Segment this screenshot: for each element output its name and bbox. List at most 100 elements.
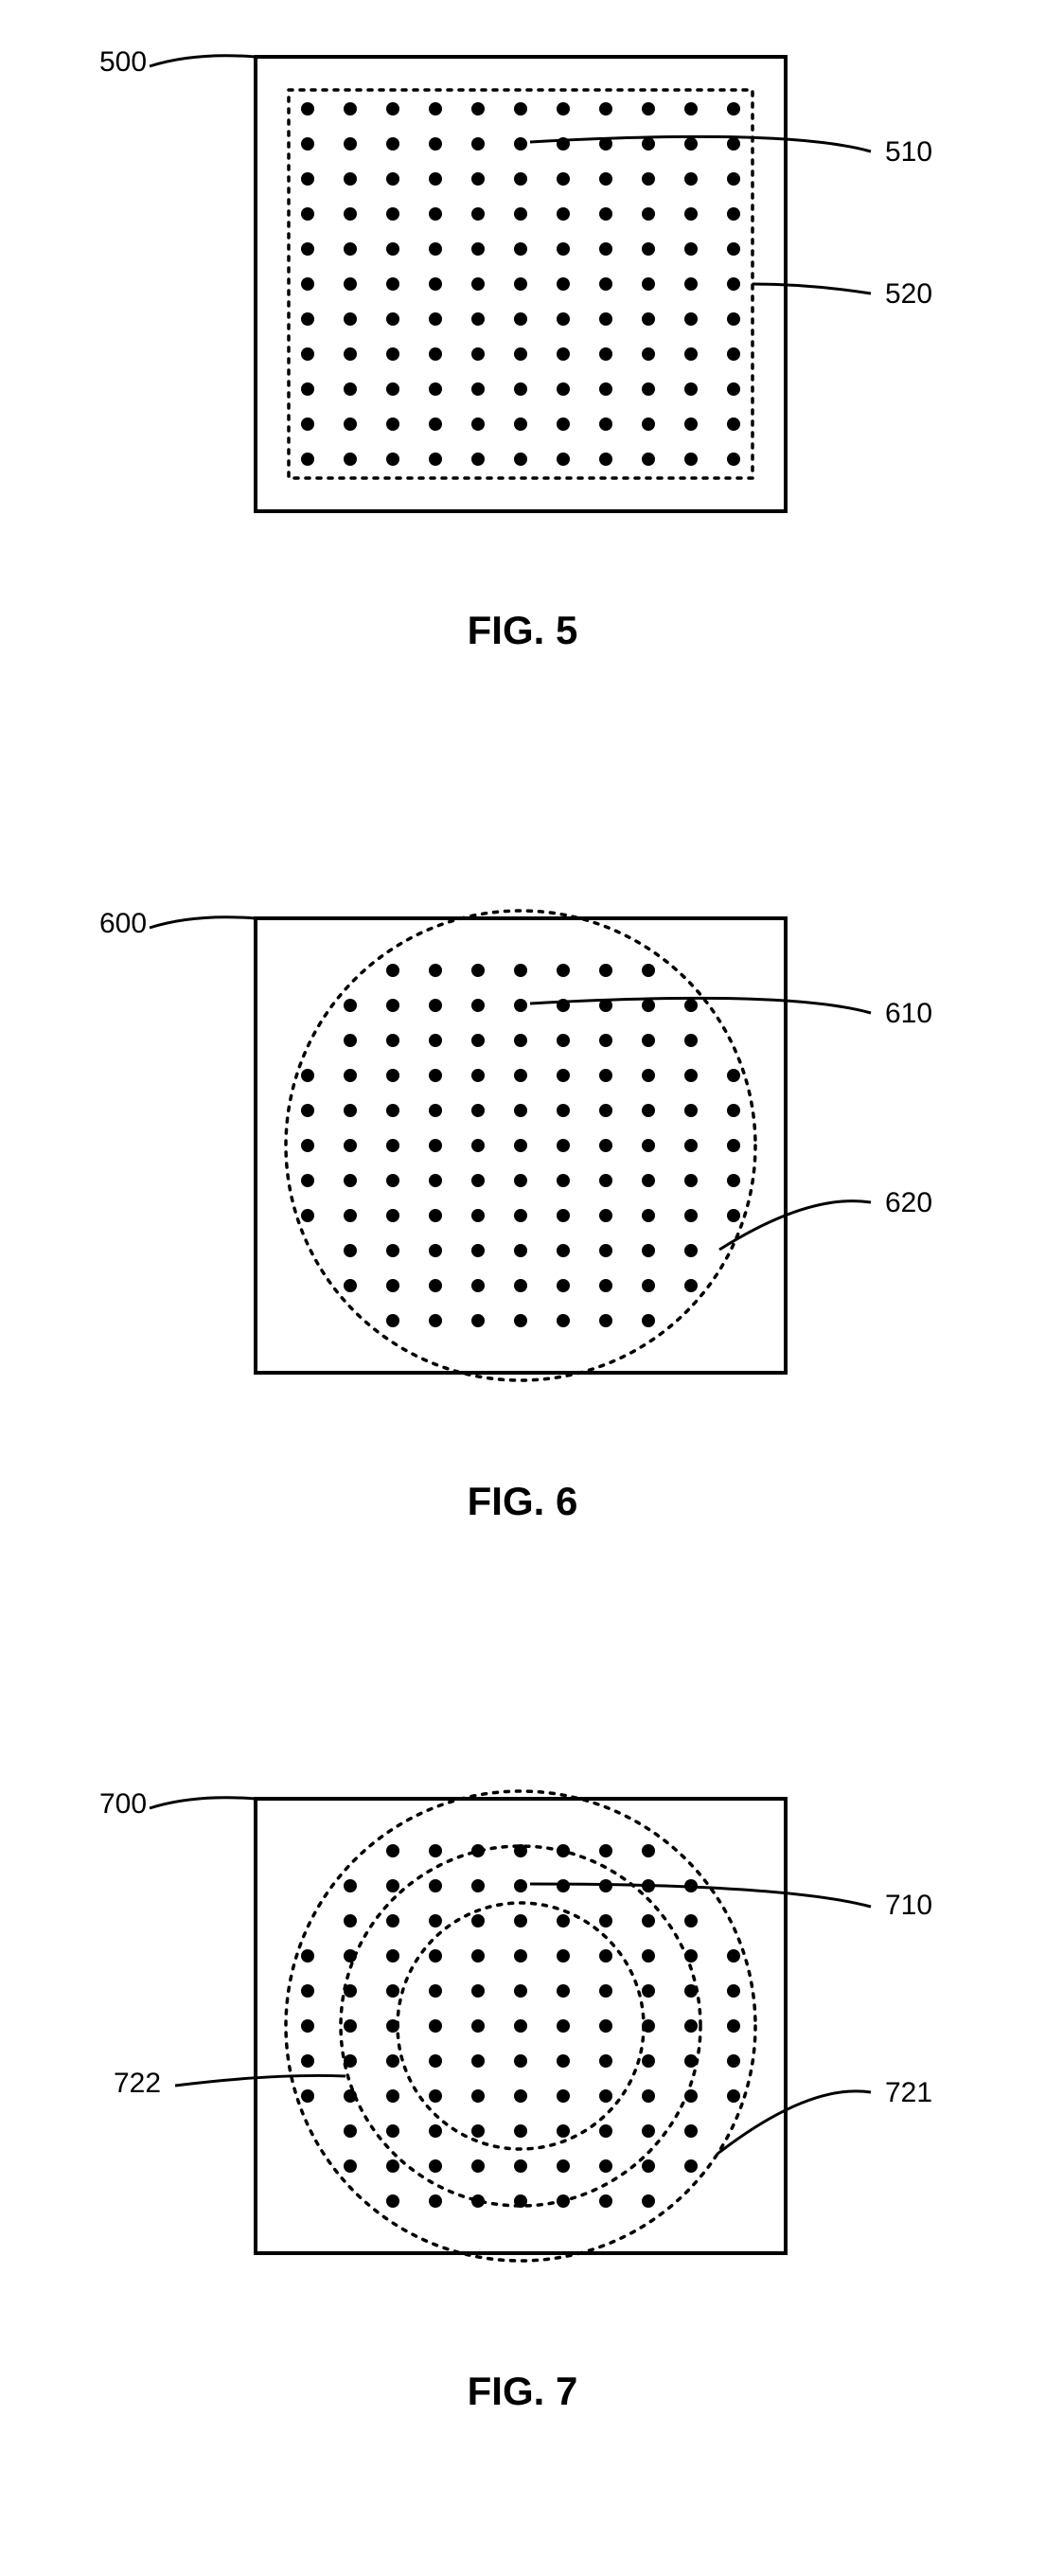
dot [642, 102, 655, 115]
dot [429, 1244, 442, 1257]
dot [429, 1314, 442, 1327]
dot [642, 137, 655, 151]
dot [429, 207, 442, 221]
dot [684, 1914, 698, 1928]
dot [429, 1844, 442, 1857]
ref-label: 520 [885, 278, 932, 310]
dot [429, 453, 442, 466]
dot [344, 1104, 357, 1117]
dot [386, 2124, 399, 2138]
dot [727, 1174, 740, 1187]
dot-grid [301, 964, 740, 1327]
dot [301, 1949, 314, 1963]
fig7: 700710721722FIG. 7 [99, 1788, 932, 2413]
dot [557, 2054, 570, 2068]
dot [429, 242, 442, 256]
dot [471, 1879, 485, 1892]
dot [386, 453, 399, 466]
dot [514, 102, 527, 115]
dot [727, 1949, 740, 1963]
dot [684, 242, 698, 256]
dot [429, 1069, 442, 1082]
dot [642, 242, 655, 256]
dot [557, 1209, 570, 1222]
dot [599, 382, 612, 396]
dot [727, 417, 740, 431]
dot [514, 1244, 527, 1257]
dot [727, 2054, 740, 2068]
dot [301, 242, 314, 256]
dot [642, 207, 655, 221]
dot [599, 1314, 612, 1327]
dot [514, 1314, 527, 1327]
ref-label: 610 [885, 998, 932, 1029]
dot [301, 312, 314, 326]
dot [514, 277, 527, 291]
dot [642, 1279, 655, 1292]
dot [557, 2019, 570, 2033]
dot [386, 1244, 399, 1257]
dot [429, 382, 442, 396]
dot [727, 137, 740, 151]
dot [684, 172, 698, 186]
dot [557, 2124, 570, 2138]
dot [684, 1209, 698, 1222]
dot [599, 242, 612, 256]
dot [684, 1104, 698, 1117]
ref-label: 722 [114, 2068, 161, 2099]
dot [514, 1139, 527, 1152]
dot [344, 1244, 357, 1257]
dot [642, 2159, 655, 2173]
dot [599, 1949, 612, 1963]
dot [386, 347, 399, 361]
dot [599, 1914, 612, 1928]
dot [684, 1949, 698, 1963]
dot [301, 137, 314, 151]
dot [514, 1844, 527, 1857]
dot [429, 1279, 442, 1292]
dot [386, 417, 399, 431]
dot [429, 2019, 442, 2033]
dot [301, 1174, 314, 1187]
dot [344, 1914, 357, 1928]
ref-label: 620 [885, 1187, 932, 1218]
ref-label: 500 [99, 46, 147, 78]
dot [684, 1174, 698, 1187]
dot [684, 417, 698, 431]
dot [557, 1244, 570, 1257]
dot [727, 1139, 740, 1152]
dot [599, 1279, 612, 1292]
dot [429, 1104, 442, 1117]
dot [344, 242, 357, 256]
dot [599, 1984, 612, 1998]
dot [429, 2054, 442, 2068]
dot [344, 102, 357, 115]
dot [386, 172, 399, 186]
dot [642, 2019, 655, 2033]
dot [514, 2159, 527, 2173]
dot [684, 2054, 698, 2068]
dot [301, 102, 314, 115]
dot [684, 1034, 698, 1047]
dot [684, 453, 698, 466]
dot [557, 2194, 570, 2208]
dot [471, 277, 485, 291]
dot [557, 312, 570, 326]
dot [642, 172, 655, 186]
dot [301, 2089, 314, 2103]
dot [301, 1139, 314, 1152]
dot [386, 1914, 399, 1928]
dot [642, 1314, 655, 1327]
dot [557, 1104, 570, 1117]
dot [599, 277, 612, 291]
dot [599, 1104, 612, 1117]
dot [429, 964, 442, 977]
dot [557, 242, 570, 256]
dot [429, 2089, 442, 2103]
dot [599, 1244, 612, 1257]
dot [429, 1209, 442, 1222]
dot [301, 2054, 314, 2068]
dot [557, 172, 570, 186]
dot [344, 382, 357, 396]
dot [599, 2054, 612, 2068]
